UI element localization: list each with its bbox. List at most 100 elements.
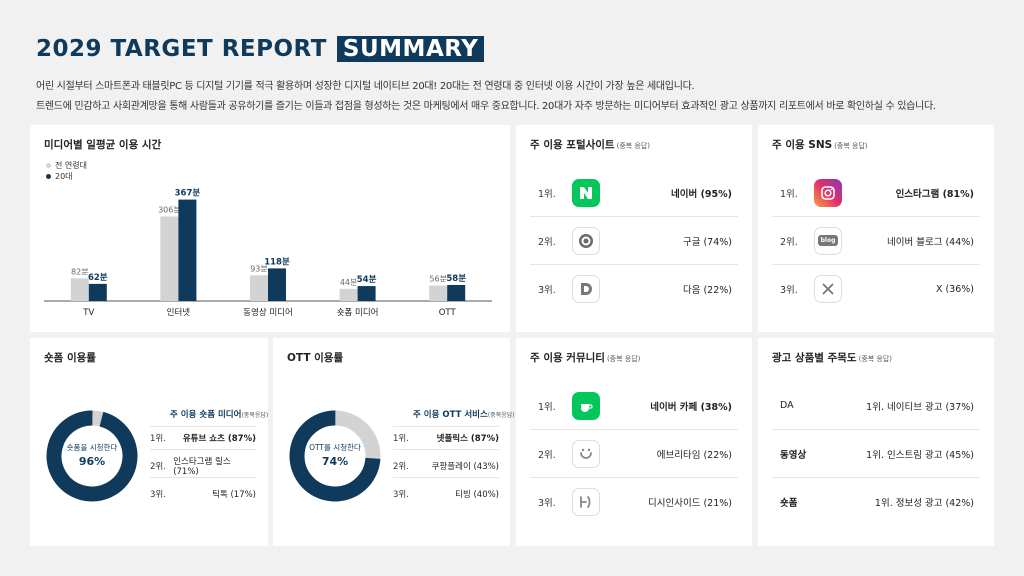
shortform-list-title-text: 주 이용 숏폼 미디어 — [170, 410, 242, 420]
legend-dot-all — [46, 163, 51, 168]
ott-donut-value: 74% — [321, 455, 349, 468]
ads-row-da: DA 1위. 네이티브 광고 (37%) — [772, 382, 980, 430]
legend-label-all: 전 연령대 — [55, 161, 87, 170]
bar-all-2 — [250, 275, 268, 301]
shortform-rank-2: 2위. — [150, 461, 166, 472]
google-icon — [572, 226, 600, 255]
community-row-2: 2위. 에브리타임 (22%) — [530, 430, 738, 478]
legend-item-all: 전 연령대 — [46, 160, 87, 171]
shortform-donut-arc — [46, 410, 138, 502]
portal-name-3: 다음 (22%) — [682, 285, 732, 296]
ott-name-3: 티빙 (40%) — [455, 490, 499, 500]
bar-label-all-4: 56분 — [429, 275, 447, 284]
portal-title-sub: (중복 응답) — [616, 142, 651, 150]
shortform-donut-text: 숏폼을 시청한다 — [66, 443, 118, 452]
portal-rank-2: 2위. — [538, 236, 556, 248]
ads-row-shortform: 숏폼 1위. 정보성 광고 (42%) — [772, 478, 980, 526]
ads-title: 광고 상품별 주목도 (중복 응답) — [772, 350, 892, 365]
ott-name-1: 넷플릭스 (87%) — [436, 434, 499, 444]
portal-row-2: 2위. 구글 (74%) — [530, 217, 738, 265]
bar-all-3 — [339, 288, 358, 301]
bar-all-4 — [429, 285, 448, 301]
shortform-list-title: 주 이용 숏폼 미디어(중복응답) — [170, 408, 268, 420]
bar-label-all-3: 44분 — [340, 278, 358, 287]
community-row-3: 3위. 디시인사이드 (21%) — [530, 478, 738, 526]
community-rank-3: 3위. — [538, 498, 556, 509]
community-name-3: 디시인사이드 (21%) — [648, 498, 732, 509]
bar-20s-0 — [88, 283, 107, 301]
shortform-rank-1: 1위. — [150, 434, 166, 444]
sns-name-3: X (36%) — [935, 283, 974, 295]
legend-item-20s: 20대 — [46, 171, 87, 182]
portal-rank-1: 1위. — [538, 188, 556, 200]
ads-row-video: 동영상 1위. 인스트림 광고 (45%) — [772, 430, 980, 478]
community-rank-2: 2위. — [538, 449, 556, 461]
ads-value-video: 1위. 인스트림 광고 (45%) — [866, 449, 974, 461]
shortform-donut-value: 96% — [78, 455, 106, 468]
shortform-list-title-sub: (중복응답) — [241, 412, 269, 419]
ott-card: OTT 이용률 OTT를 시청한다 74% 주 이용 OTT 서비스(중복응답)… — [273, 338, 515, 546]
instagram-icon — [814, 178, 842, 207]
community-name-2: 에브리타임 (22%) — [656, 449, 732, 461]
category-label-2: 동영상 미디어 — [243, 307, 293, 318]
sns-row-3: 3위. X (36%) — [772, 265, 980, 313]
ads-title-text: 광고 상품별 주목도 — [772, 352, 857, 364]
ott-donut-text: OTT를 시청한다 — [309, 443, 361, 452]
bar-label-20s-3: 54분 — [357, 275, 377, 285]
ott-name-2: 쿠팡플레이 (43%) — [431, 461, 499, 472]
bar-label-20s-0: 62분 — [88, 273, 108, 283]
page-title-highlight: SUMMARY — [336, 36, 485, 62]
shortform-donut — [46, 410, 138, 502]
bar-label-20s-4: 58분 — [446, 274, 466, 284]
x-icon — [814, 275, 842, 303]
ott-row-1: 1위. 넷플릭스 (87%) — [393, 426, 499, 450]
sns-rank-2: 2위. — [780, 236, 798, 248]
ads-label-shortform: 숏폼 — [780, 498, 798, 509]
ads-label-video: 동영상 — [780, 449, 807, 461]
legend-label-20s: 20대 — [55, 172, 73, 181]
shortform-name-2: 인스타그램 릴스 (71%) — [173, 456, 231, 477]
daum-icon — [572, 275, 600, 303]
ads-value-shortform: 1위. 정보성 광고 (42%) — [874, 498, 974, 509]
everytime-icon — [572, 439, 600, 468]
naver-icon — [572, 178, 600, 207]
shortform-row-2: 2위. 인스타그램 릴스 (71%) — [150, 454, 256, 478]
bar-label-20s-2: 118분 — [264, 257, 290, 267]
portal-row-1: 1위. 네이버 (95%) — [530, 169, 738, 217]
report-header: 2029 TARGET REPORT SUMMARY — [36, 34, 485, 64]
ott-list-title-text: 주 이용 OTT 서비스 — [413, 410, 488, 420]
ott-donut-arc — [289, 410, 381, 502]
community-title-sub: (중복 응답) — [606, 355, 641, 363]
naver-blog-icon-text: blog — [817, 235, 839, 246]
bar-20s-4 — [447, 284, 466, 301]
portal-name-2: 구글 (74%) — [682, 236, 732, 248]
portal-name-1: 네이버 (95%) — [671, 188, 732, 200]
dcinside-icon — [572, 488, 600, 516]
shortform-row-3: 3위. 틱톡 (17%) — [150, 482, 256, 506]
sns-card: 주 이용 SNS (중복 응답) 1위. 인스타그램 (81%) 2위. blog… — [758, 125, 994, 332]
ott-donut — [289, 410, 381, 502]
shortform-donut-label: 숏폼을 시청한다 96% — [44, 442, 140, 468]
category-label-1: 인터넷 — [167, 307, 191, 318]
community-rank-1: 1위. — [538, 401, 556, 413]
ott-rank-1: 1위. — [393, 434, 409, 444]
community-card: 주 이용 커뮤니티 (중복 응답) 1위. 네이버 카페 (38%) 2위. 에브… — [516, 338, 752, 546]
portal-rank-3: 3위. — [538, 285, 556, 296]
portal-title-text: 주 이용 포털사이트 — [530, 139, 615, 151]
shortform-card: 숏폼 이용률 숏폼을 시청한다 96% 주 이용 숏폼 미디어(중복응답) 1위… — [30, 338, 268, 546]
bar-all-0 — [70, 278, 89, 301]
community-row-1: 1위. 네이버 카페 (38%) — [530, 382, 738, 430]
sns-title: 주 이용 SNS (중복 응답) — [772, 137, 868, 152]
community-title-text: 주 이용 커뮤니티 — [530, 352, 605, 364]
category-label-4: OTT — [439, 308, 457, 318]
bar-20s-2 — [268, 268, 286, 301]
ott-row-3: 3위. 티빙 (40%) — [393, 482, 499, 506]
naver-blog-icon: blog — [814, 226, 842, 255]
ott-rank-3: 3위. — [393, 490, 409, 500]
page-title: 2029 TARGET REPORT — [36, 36, 327, 62]
ott-title: OTT 이용률 — [287, 352, 344, 364]
category-label-0: TV — [82, 308, 94, 318]
sns-title-text: 주 이용 SNS — [772, 139, 833, 151]
ott-donut-label: OTT를 시청한다 74% — [287, 442, 383, 468]
